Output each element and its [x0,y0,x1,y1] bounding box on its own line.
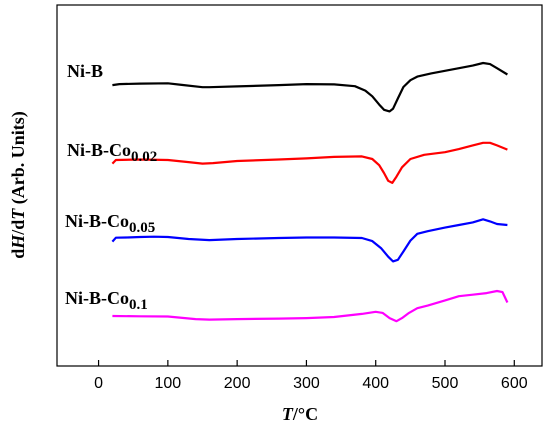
x-tick-label: 0 [94,375,103,392]
x-tick-label: 300 [293,375,320,392]
x-tick-label: 500 [432,375,459,392]
x-tick-label: 600 [501,375,528,392]
series-label-1: Ni-B [67,61,103,81]
y-axis-title: dH/dT (Arb. Units) [8,111,29,259]
series-line-3 [111,218,508,263]
series-layer [111,61,509,323]
series-labels: Ni-B Ni-B-Co0.02 Ni-B-Co0.05 Ni-B-Co0.1 [65,61,157,313]
plot-area-frame [56,4,543,367]
x-tick-label: 200 [224,375,251,392]
series-label-4: Ni-B-Co0.1 [65,288,148,313]
x-axis-ticks: 0 100 200 300 400 500 600 [94,360,528,392]
x-tick-label: 100 [155,375,182,392]
series-line-1 [112,61,508,113]
series-line-4 [112,289,509,323]
series-label-3: Ni-B-Co0.05 [65,211,155,236]
x-tick-label: 400 [362,375,389,392]
series-line-2 [111,141,508,184]
x-axis-title: T/°C [282,404,318,424]
series-label-2: Ni-B-Co0.02 [67,140,157,165]
